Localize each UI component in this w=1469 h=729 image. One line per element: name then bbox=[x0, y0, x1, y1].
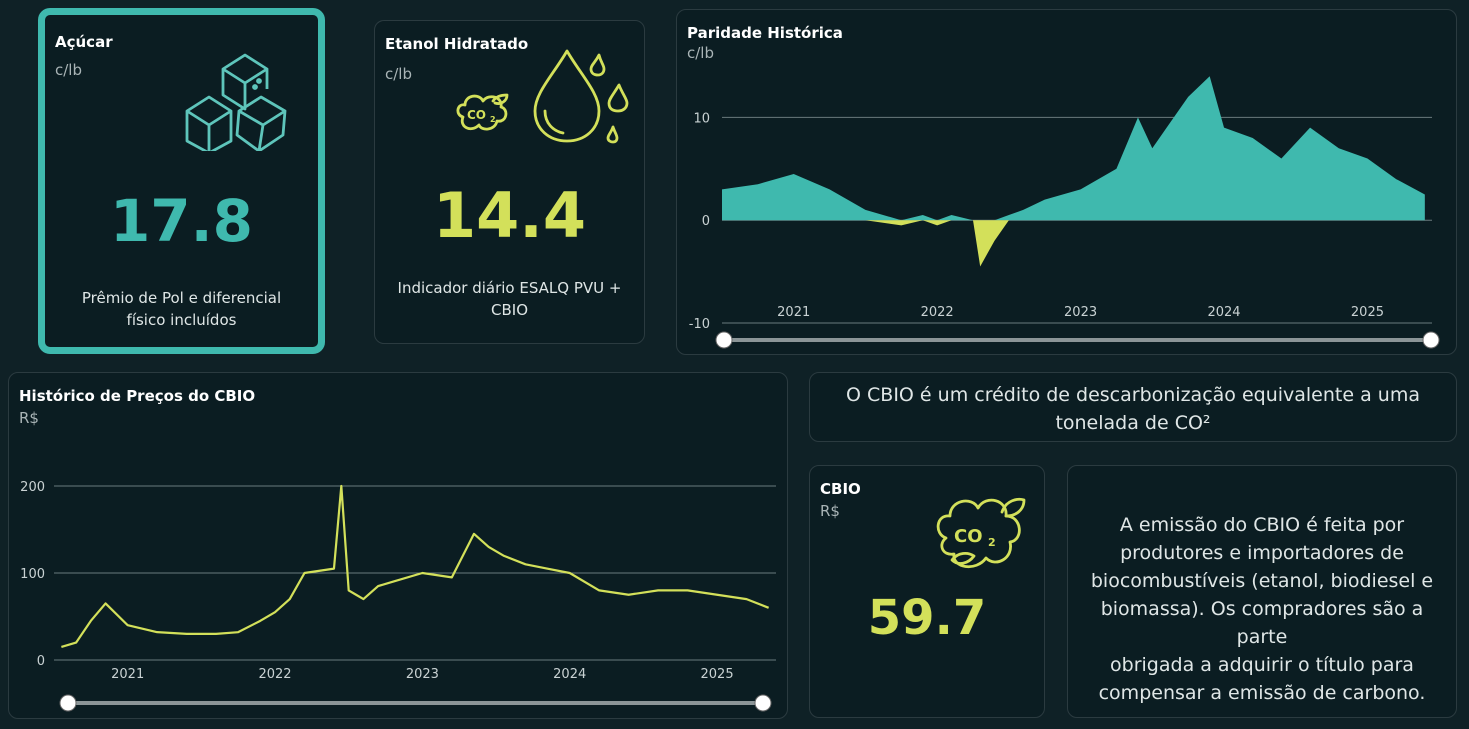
range-slider-handle-start[interactable] bbox=[715, 331, 733, 349]
x-tick-label: 2023 bbox=[406, 667, 439, 682]
ethanol-unit: c/lb bbox=[385, 65, 412, 83]
x-tick-label: 2025 bbox=[1351, 305, 1384, 320]
parity-title: Paridade Histórica bbox=[687, 24, 843, 42]
cbio-info-text: O CBIO é um crédito de descarbonização e… bbox=[822, 381, 1444, 437]
cbio-value: 59.7 bbox=[867, 590, 987, 646]
y-tick-label: 100 bbox=[20, 567, 45, 582]
ethanol-description: Indicador diário ESALQ PVU + CBIO bbox=[375, 277, 644, 321]
svg-text:2: 2 bbox=[490, 115, 496, 124]
x-tick-label: 2023 bbox=[1064, 305, 1097, 320]
cbio-unit: R$ bbox=[820, 502, 840, 520]
y-tick-label: 0 bbox=[702, 214, 710, 229]
x-tick-label: 2021 bbox=[777, 305, 810, 320]
emission-line: compensar a emissão de carbono. bbox=[1098, 682, 1426, 704]
ethanol-title: Etanol Hidratado bbox=[385, 35, 529, 53]
cbio-history-unit: R$ bbox=[19, 409, 39, 427]
negative-area bbox=[722, 220, 1425, 267]
cbio-history-chart: 200 100 0 2021 2022 2023 2024 2025 bbox=[20, 480, 776, 712]
x-tick-label: 2022 bbox=[258, 667, 291, 682]
cbio-info-banner: O CBIO é um crédito de descarbonização e… bbox=[809, 372, 1457, 442]
cbio-info-line2: tonelada de CO² bbox=[1055, 412, 1211, 434]
ethanol-value: 14.4 bbox=[433, 179, 586, 252]
cbio-info-line1: O CBIO é um crédito de descarbonização e… bbox=[846, 384, 1420, 406]
ethanol-card[interactable]: Etanol Hidratado c/lb CO 2 14.4 Indicado… bbox=[374, 20, 645, 344]
cbio-card[interactable]: CBIO R$ CO 2 59.7 bbox=[809, 465, 1045, 718]
svg-text:CO: CO bbox=[467, 108, 486, 122]
positive-area bbox=[722, 76, 1425, 221]
emission-text: A emissão do CBIO é feita por produtores… bbox=[1080, 511, 1444, 707]
parity-unit: c/lb bbox=[687, 44, 714, 62]
x-tick-label: 2025 bbox=[701, 667, 734, 682]
parity-chart: 10 0 -10 2021 2022 2023 2024 2025 bbox=[689, 76, 1440, 349]
emission-line: obrigada a adquirir o título para bbox=[1110, 654, 1414, 676]
y-tick-label: -10 bbox=[689, 317, 710, 332]
ethanol-drop-icon: CO 2 bbox=[456, 49, 629, 144]
svg-text:2: 2 bbox=[988, 536, 996, 549]
x-tick-label: 2022 bbox=[921, 305, 954, 320]
sugar-description: Prêmio de Pol e diferencial físico inclu… bbox=[45, 287, 318, 331]
sugar-desc-line1: Prêmio de Pol e diferencial bbox=[81, 289, 282, 307]
ethanol-desc-line1: Indicador diário ESALQ PVU + bbox=[397, 279, 622, 297]
emission-line: produtores e importadores de bbox=[1120, 542, 1404, 564]
x-tick-label: 2024 bbox=[1207, 305, 1240, 320]
y-tick-label: 0 bbox=[37, 654, 45, 669]
svg-text:CO: CO bbox=[954, 526, 983, 547]
price-line bbox=[61, 484, 770, 649]
sugar-title: Açúcar bbox=[55, 33, 113, 51]
y-tick-label: 200 bbox=[20, 480, 45, 495]
range-slider-handle-start[interactable] bbox=[59, 694, 77, 712]
cbio-history-card: Histórico de Preços do CBIO R$ 200 100 0 20… bbox=[8, 372, 788, 719]
ethanol-desc-line2: CBIO bbox=[491, 301, 528, 319]
sugar-unit: c/lb bbox=[55, 61, 82, 79]
range-slider-handle-end[interactable] bbox=[754, 694, 772, 712]
emission-info-card: A emissão do CBIO é feita por produtores… bbox=[1067, 465, 1457, 718]
y-tick-label: 10 bbox=[693, 111, 710, 126]
range-slider-handle-end[interactable] bbox=[1422, 331, 1440, 349]
sugar-value: 17.8 bbox=[109, 187, 254, 255]
cbio-history-title: Histórico de Preços do CBIO bbox=[19, 387, 256, 405]
emission-line: biomassa). Os compradores são a parte bbox=[1100, 598, 1424, 648]
emission-line: A emissão do CBIO é feita por bbox=[1119, 514, 1405, 536]
x-tick-label: 2021 bbox=[111, 667, 144, 682]
sugar-card[interactable]: Açúcar c/lb 17.8 Prêmio de Pol e diferen… bbox=[38, 8, 325, 354]
cbio-title: CBIO bbox=[820, 480, 861, 498]
emission-line: biocombustíveis (etanol, biodiesel e bbox=[1090, 570, 1434, 592]
co2-cloud-icon: CO 2 bbox=[936, 497, 1026, 568]
parity-chart-card: Paridade Histórica c/lb 10 0 -10 2021 2022 20… bbox=[676, 9, 1457, 355]
x-tick-label: 2024 bbox=[553, 667, 586, 682]
sugar-cubes-icon bbox=[185, 53, 287, 151]
sugar-desc-line2: físico incluídos bbox=[126, 311, 237, 329]
